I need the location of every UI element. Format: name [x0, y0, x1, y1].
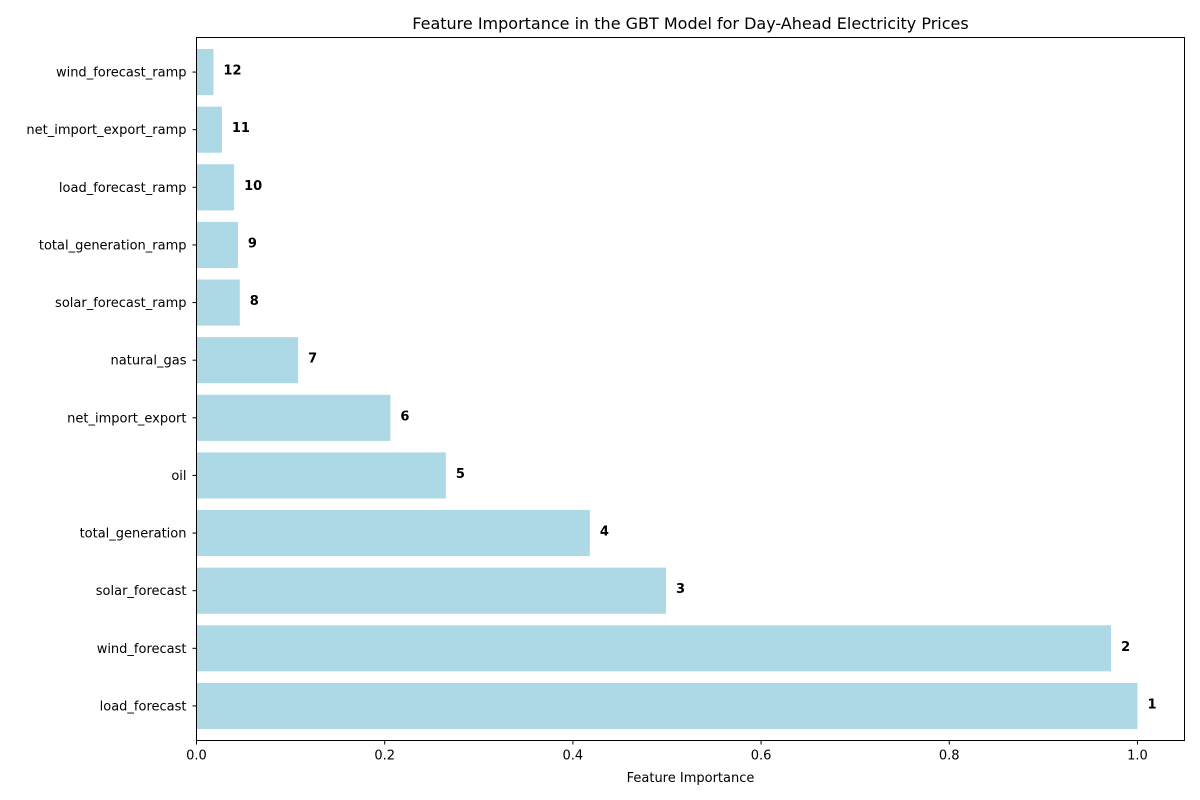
x-axis-ticks: 0.0 0.2 0.4 0.6 0.8 1.0: [186, 740, 1148, 764]
bars-layer: [196, 49, 1138, 729]
y-tick-label-natural-gas: natural_gas: [111, 354, 187, 369]
bar-wind-forecast: [196, 625, 1112, 672]
y-tick-label-solar-forecast: solar_forecast: [96, 584, 187, 599]
y-tick-label-solar-forecast-ramp: solar_forecast_ramp: [55, 296, 186, 311]
bar-load-forecast: [196, 682, 1138, 729]
bar-net-import-export-ramp: [196, 106, 222, 153]
bar-load-forecast-ramp: [196, 164, 235, 211]
bar-oil: [196, 452, 446, 499]
y-tick-label-net-import-export: net_import_export: [67, 411, 186, 426]
rank-label-natural-gas: 7: [308, 352, 317, 367]
bar-total-generation-ramp: [196, 221, 238, 268]
rank-label-total-generation-ramp: 9: [248, 236, 257, 251]
x-tick-label: 0.2: [374, 749, 395, 764]
rank-label-load-forecast-ramp: 10: [244, 179, 262, 194]
x-tick-label: 0.4: [563, 749, 584, 764]
y-tick-label-total-generation: total_generation: [80, 527, 187, 542]
y-tick-label-wind-forecast-ramp: wind_forecast_ramp: [56, 66, 187, 81]
x-tick-label: 1.0: [1127, 749, 1148, 764]
rank-label-wind-forecast: 2: [1121, 640, 1130, 655]
x-tick-label: 0.6: [751, 749, 772, 764]
bar-wind-forecast-ramp: [196, 49, 214, 96]
rank-label-load-forecast: 1: [1147, 697, 1156, 712]
bar-total-generation: [196, 510, 590, 557]
rank-label-wind-forecast-ramp: 12: [223, 64, 241, 79]
y-tick-label-load-forecast-ramp: load_forecast_ramp: [59, 181, 187, 196]
bar-solar-forecast-ramp: [196, 279, 240, 326]
chart-title: Feature Importance in the GBT Model for …: [412, 14, 968, 33]
rank-label-solar-forecast: 3: [676, 582, 685, 597]
y-tick-label-net-import-export-ramp: net_import_export_ramp: [26, 123, 186, 138]
plot-frame: [196, 37, 1185, 741]
rank-label-net-import-export: 6: [400, 409, 409, 424]
y-tick-label-wind-forecast: wind_forecast: [97, 642, 187, 657]
rank-label-net-import-export-ramp: 11: [232, 121, 250, 136]
bar-net-import-export: [196, 394, 391, 441]
y-axis-ticks: load_forecast wind_forecast solar_forecast…: [26, 66, 197, 714]
x-tick-label: 0.0: [186, 749, 207, 764]
rank-label-solar-forecast-ramp: 8: [250, 294, 259, 309]
bar-solar-forecast: [196, 567, 667, 614]
rank-label-total-generation: 4: [600, 525, 609, 540]
x-tick-label: 0.8: [939, 749, 960, 764]
bar-natural-gas: [196, 337, 299, 384]
x-axis-label: Feature Importance: [627, 771, 755, 786]
rank-label-oil: 5: [456, 467, 465, 482]
y-tick-label-total-generation-ramp: total_generation_ramp: [39, 238, 187, 253]
y-tick-label-oil: oil: [171, 469, 186, 484]
y-tick-label-load-forecast: load_forecast: [100, 699, 187, 714]
